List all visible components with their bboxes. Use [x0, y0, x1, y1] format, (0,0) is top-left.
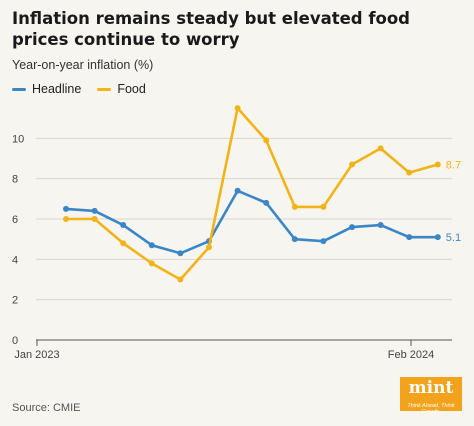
data-point-food-11	[377, 145, 384, 152]
mint-logo: mint Think Ahead. Think Growth.	[400, 377, 462, 415]
data-point-food-10	[349, 161, 355, 168]
data-point-food-9	[320, 203, 327, 210]
data-point-headline-7	[263, 199, 270, 206]
data-point-food-4	[177, 276, 184, 283]
data-point-food-12	[406, 169, 413, 176]
data-point-headline-2	[120, 222, 127, 229]
data-point-headline-0	[63, 205, 69, 212]
end-label-headline: 5.1	[446, 232, 461, 244]
data-point-headline-3	[148, 242, 155, 249]
y-tick-label-10: 10	[12, 133, 24, 145]
legend-label-headline: Headline	[32, 82, 82, 96]
data-point-headline-9	[320, 238, 327, 245]
logo-tagline: Think Ahead. Think Growth.	[407, 403, 455, 415]
chart-title: Inflation remains steady but elevated fo…	[12, 9, 410, 49]
end-label-food: 8.7	[446, 160, 461, 172]
source-note: Source: CMIE	[12, 402, 81, 414]
data-point-food-5	[206, 244, 212, 251]
data-point-food-13	[434, 161, 441, 168]
data-point-headline-1	[91, 207, 98, 214]
legend: Headline Food	[12, 82, 162, 96]
data-point-food-8	[291, 203, 298, 210]
data-point-headline-11	[377, 222, 384, 229]
x-tick-label-1: Feb 2024	[388, 349, 434, 361]
chart-subtitle: Year-on-year inflation (%)	[12, 58, 154, 72]
data-point-food-6	[234, 105, 241, 112]
legend-item-food: Food	[97, 82, 146, 96]
series-line-headline	[64, 189, 440, 255]
data-point-headline-12	[406, 234, 413, 241]
legend-item-headline: Headline	[12, 82, 81, 96]
data-point-food-2	[120, 240, 127, 247]
y-tick-label-0: 0	[12, 335, 18, 347]
data-point-food-3	[148, 260, 155, 267]
x-tick-label-0: Jan 2023	[14, 349, 59, 361]
data-point-headline-13	[434, 234, 441, 241]
legend-swatch-food	[97, 87, 112, 91]
y-tick-label-2: 2	[12, 295, 18, 307]
data-point-food-0	[63, 216, 69, 222]
legend-label-food: Food	[117, 82, 146, 96]
y-tick-label-6: 6	[12, 214, 18, 226]
y-tick-label-4: 4	[12, 254, 18, 266]
logo-wordmark: mint	[408, 378, 454, 398]
data-point-headline-10	[349, 224, 355, 231]
data-point-headline-6	[234, 187, 241, 194]
data-point-headline-4	[177, 250, 184, 257]
legend-swatch-headline	[12, 87, 26, 91]
data-point-headline-8	[291, 236, 298, 243]
series-line-food	[64, 106, 440, 281]
y-tick-label-8: 8	[12, 174, 18, 186]
data-point-food-7	[263, 137, 270, 144]
data-point-food-1	[91, 216, 98, 222]
